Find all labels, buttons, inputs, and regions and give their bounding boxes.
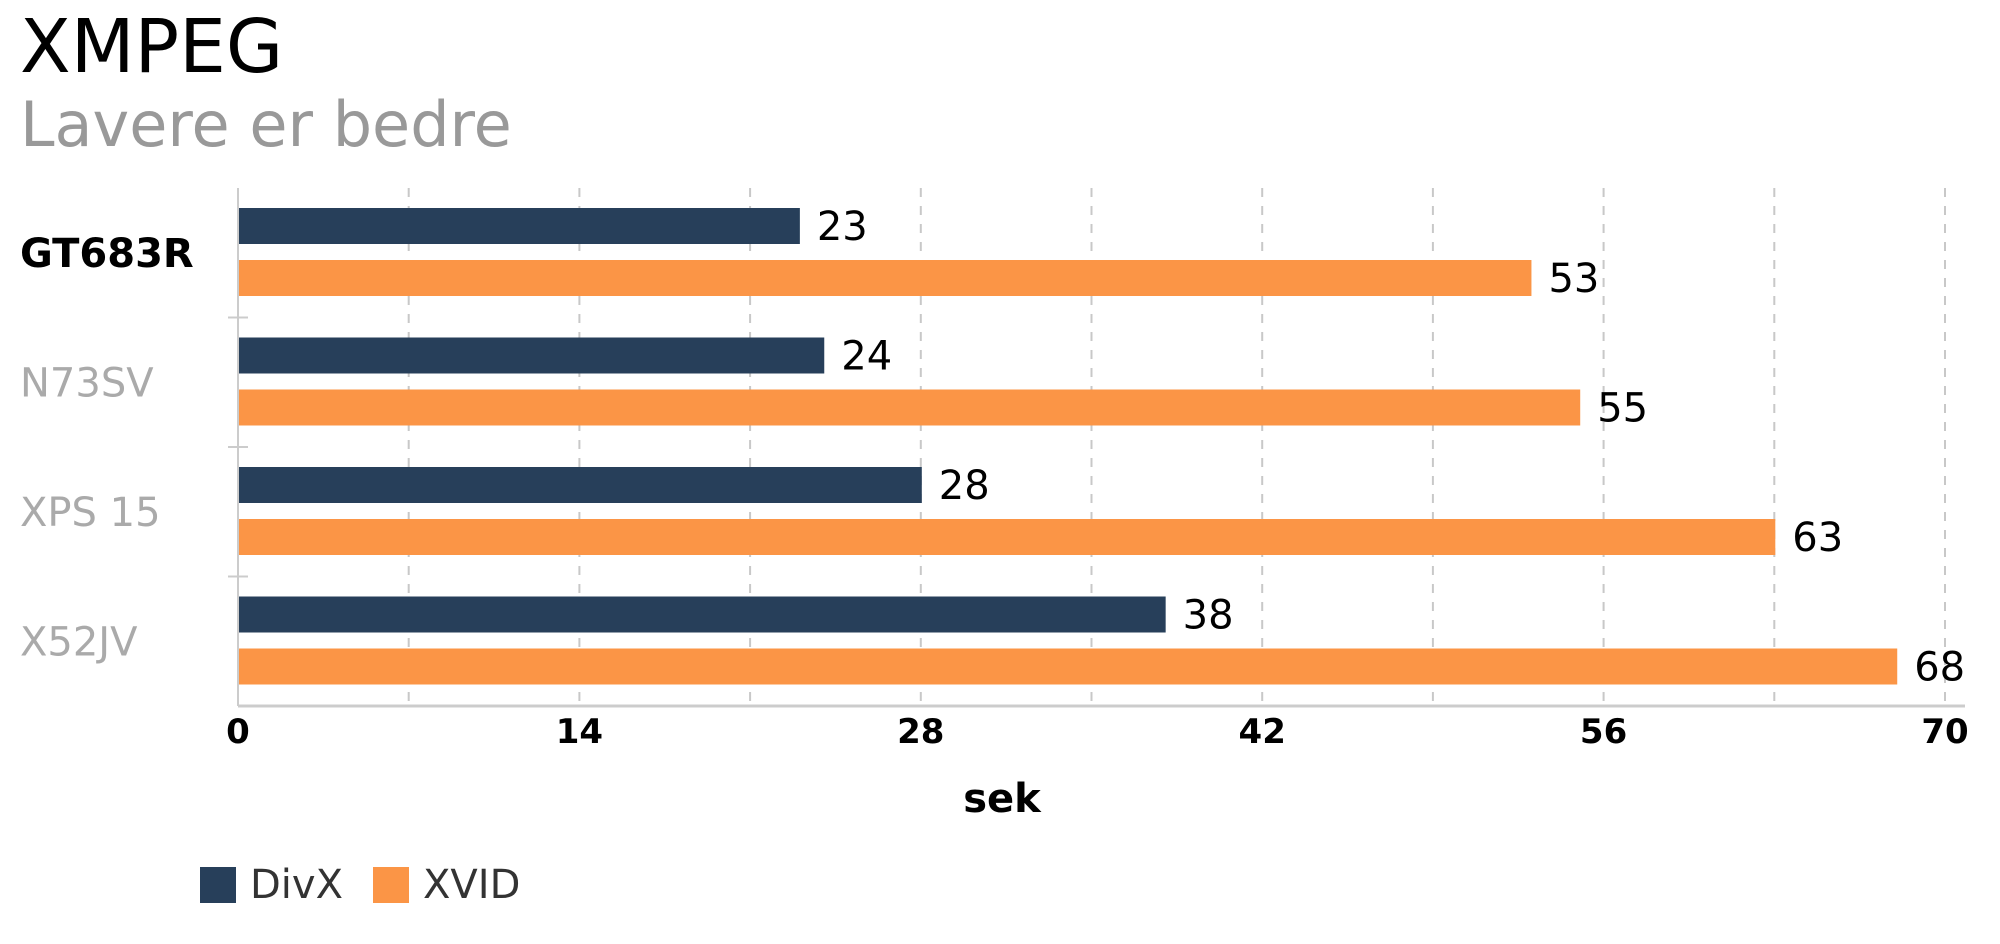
data-label: 68 bbox=[1914, 645, 1965, 691]
category-label: XPS 15 bbox=[20, 490, 161, 536]
legend-swatch-xvid bbox=[373, 867, 409, 903]
category-label: N73SV bbox=[20, 360, 154, 406]
bar-divx bbox=[239, 208, 800, 244]
bar-xvid bbox=[239, 648, 1898, 685]
data-label: 53 bbox=[1548, 256, 1599, 302]
x-tick-label: 14 bbox=[556, 712, 603, 752]
data-label: 24 bbox=[841, 334, 892, 380]
bar-divx bbox=[239, 596, 1166, 633]
legend-label-divx: DivX bbox=[250, 862, 343, 908]
legend-item-xvid: XVID bbox=[373, 862, 520, 908]
bar-xvid bbox=[239, 519, 1776, 555]
chart-subtitle: Lavere er bedre bbox=[20, 88, 512, 161]
legend: DivX XVID bbox=[200, 862, 550, 908]
bar-xvid bbox=[239, 260, 1532, 296]
bar-xvid bbox=[239, 389, 1581, 426]
bar-divx bbox=[239, 467, 922, 503]
x-tick-label: 70 bbox=[1921, 712, 1968, 752]
data-label: 28 bbox=[939, 463, 990, 509]
category-label: GT683R bbox=[20, 231, 194, 277]
x-axis-label: sek bbox=[963, 776, 1042, 822]
legend-label-xvid: XVID bbox=[423, 862, 521, 908]
legend-swatch-divx bbox=[200, 867, 236, 903]
x-tick-label: 42 bbox=[1239, 712, 1286, 752]
chart-title: XMPEG bbox=[20, 4, 284, 90]
category-label: X52JV bbox=[20, 619, 138, 665]
x-tick-label: 28 bbox=[897, 712, 944, 752]
data-label: 38 bbox=[1183, 593, 1234, 639]
x-tick-label: 56 bbox=[1580, 712, 1627, 752]
legend-item-divx: DivX bbox=[200, 862, 343, 908]
data-label: 63 bbox=[1792, 515, 1843, 561]
x-tick-label: 0 bbox=[226, 712, 250, 752]
data-label: 55 bbox=[1597, 386, 1648, 432]
data-label: 23 bbox=[817, 204, 868, 250]
bar-divx bbox=[239, 337, 825, 374]
